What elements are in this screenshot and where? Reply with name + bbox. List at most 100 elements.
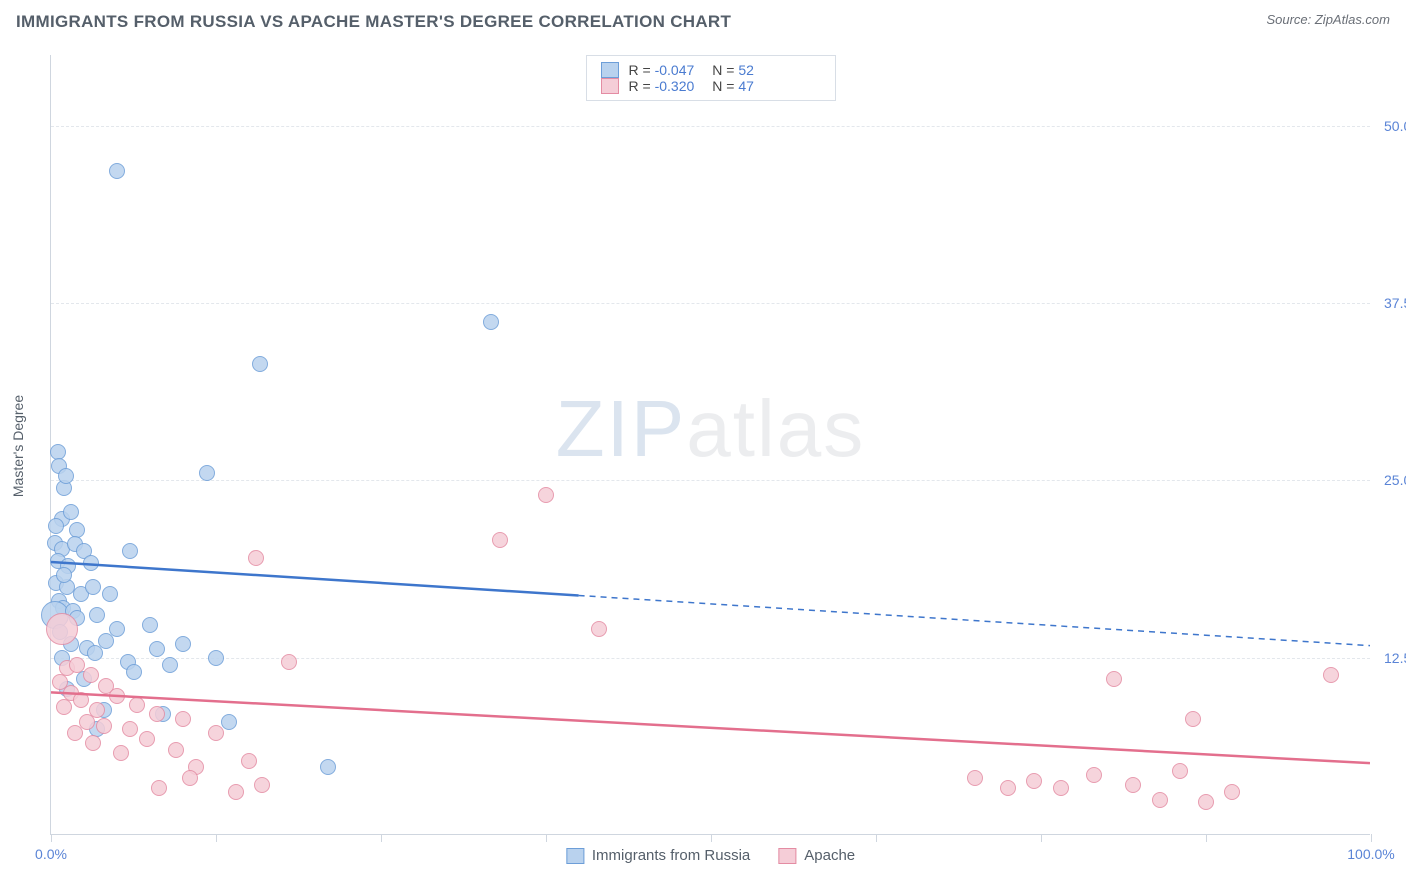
n-value: 47 (738, 78, 754, 94)
legend-item-apache[interactable]: Apache (778, 847, 855, 864)
r-label: R = -0.320 (629, 78, 695, 94)
x-tick (1206, 834, 1207, 842)
apache-point[interactable] (122, 721, 138, 737)
apache-point[interactable] (967, 770, 983, 786)
apache-point[interactable] (538, 487, 554, 503)
apache-point[interactable] (1125, 777, 1141, 793)
apache-point[interactable] (73, 692, 89, 708)
apache-point[interactable] (109, 688, 125, 704)
apache-swatch-icon (778, 848, 796, 864)
n-value: 52 (738, 62, 754, 78)
russia-point[interactable] (175, 636, 191, 652)
x-tick-label: 100.0% (1347, 846, 1394, 862)
x-tick (711, 834, 712, 842)
apache-point[interactable] (248, 550, 264, 566)
russia-point[interactable] (221, 714, 237, 730)
russia-point[interactable] (58, 468, 74, 484)
apache-point[interactable] (129, 697, 145, 713)
apache-point[interactable] (56, 699, 72, 715)
russia-point[interactable] (102, 586, 118, 602)
apache-point[interactable] (83, 667, 99, 683)
apache-point[interactable] (492, 532, 508, 548)
apache-point[interactable] (1026, 773, 1042, 789)
apache-point[interactable] (1323, 667, 1339, 683)
apache-point[interactable] (228, 784, 244, 800)
russia-point[interactable] (85, 579, 101, 595)
russia-point[interactable] (48, 518, 64, 534)
legend-item-russia[interactable]: Immigrants from Russia (566, 847, 750, 864)
gridline-h (51, 126, 1370, 127)
apache-point[interactable] (46, 613, 78, 645)
apache-point[interactable] (1086, 767, 1102, 783)
russia-point[interactable] (109, 163, 125, 179)
x-tick (546, 834, 547, 842)
russia-swatch-icon (566, 848, 584, 864)
russia-point[interactable] (109, 621, 125, 637)
apache-point[interactable] (208, 725, 224, 741)
russia-point[interactable] (89, 607, 105, 623)
scatter-chart: ZIPatlas R = -0.047N = 52R = -0.320N = 4… (50, 55, 1370, 835)
russia-point[interactable] (142, 617, 158, 633)
y-tick-label: 37.5% (1374, 295, 1406, 311)
apache-point[interactable] (1152, 792, 1168, 808)
apache-point[interactable] (591, 621, 607, 637)
source-name: ZipAtlas.com (1315, 12, 1390, 27)
russia-point[interactable] (63, 504, 79, 520)
x-tick-label: 0.0% (35, 846, 67, 862)
russia-point[interactable] (252, 356, 268, 372)
apache-point[interactable] (254, 777, 270, 793)
russia-point[interactable] (483, 314, 499, 330)
russia-swatch (601, 62, 619, 78)
apache-point[interactable] (182, 770, 198, 786)
apache-point[interactable] (85, 735, 101, 751)
y-tick-label: 25.0% (1374, 472, 1406, 488)
apache-point[interactable] (168, 742, 184, 758)
russia-point[interactable] (122, 543, 138, 559)
watermark-zip: ZIP (556, 384, 686, 473)
source-prefix: Source: (1266, 12, 1314, 27)
apache-point[interactable] (139, 731, 155, 747)
x-tick (216, 834, 217, 842)
r-value: -0.320 (655, 78, 695, 94)
apache-point[interactable] (1053, 780, 1069, 796)
russia-point[interactable] (162, 657, 178, 673)
correlation-legend: R = -0.047N = 52R = -0.320N = 47 (586, 55, 836, 101)
apache-point[interactable] (113, 745, 129, 761)
watermark-atlas: atlas (686, 384, 865, 473)
r-value: -0.047 (655, 62, 695, 78)
trend-lines-svg (51, 55, 1370, 834)
apache-point[interactable] (67, 725, 83, 741)
apache-point[interactable] (281, 654, 297, 670)
apache-point[interactable] (1172, 763, 1188, 779)
apache-point[interactable] (1185, 711, 1201, 727)
chart-title: IMMIGRANTS FROM RUSSIA VS APACHE MASTER'… (16, 12, 731, 32)
russia-point[interactable] (83, 555, 99, 571)
x-tick (1041, 834, 1042, 842)
russia-trendline (51, 562, 579, 595)
russia-point[interactable] (199, 465, 215, 481)
apache-point[interactable] (1106, 671, 1122, 687)
russia-trendline-dashed (579, 595, 1370, 645)
legend-row-apache: R = -0.320N = 47 (601, 78, 821, 94)
apache-point[interactable] (96, 718, 112, 734)
russia-point[interactable] (149, 641, 165, 657)
apache-point[interactable] (1000, 780, 1016, 796)
russia-point[interactable] (320, 759, 336, 775)
y-tick-label: 12.5% (1374, 650, 1406, 666)
legend-label: Apache (804, 847, 855, 864)
gridline-h (51, 658, 1370, 659)
x-tick (1371, 834, 1372, 842)
x-tick (51, 834, 52, 842)
apache-point[interactable] (175, 711, 191, 727)
gridline-h (51, 303, 1370, 304)
russia-point[interactable] (56, 567, 72, 583)
apache-point[interactable] (149, 706, 165, 722)
apache-point[interactable] (1198, 794, 1214, 810)
series-legend: Immigrants from Russia Apache (566, 847, 855, 864)
apache-point[interactable] (1224, 784, 1240, 800)
russia-point[interactable] (208, 650, 224, 666)
russia-point[interactable] (87, 645, 103, 661)
russia-point[interactable] (126, 664, 142, 680)
apache-point[interactable] (151, 780, 167, 796)
apache-point[interactable] (241, 753, 257, 769)
